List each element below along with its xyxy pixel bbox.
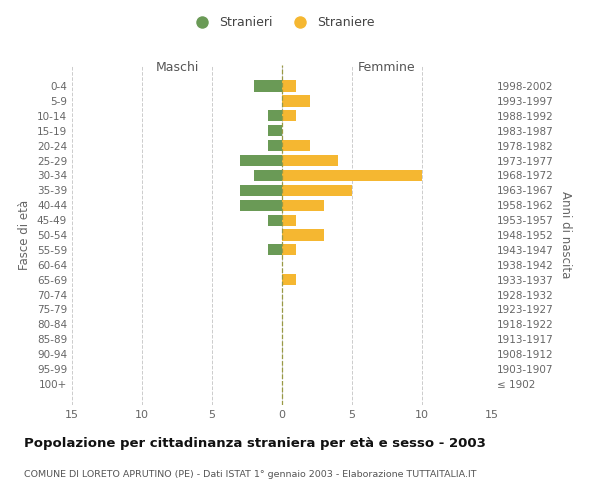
Bar — [282, 170, 422, 181]
Bar — [240, 155, 282, 166]
Text: COMUNE DI LORETO APRUTINO (PE) - Dati ISTAT 1° gennaio 2003 - Elaborazione TUTTA: COMUNE DI LORETO APRUTINO (PE) - Dati IS… — [24, 470, 476, 479]
Y-axis label: Fasce di età: Fasce di età — [19, 200, 31, 270]
Bar — [254, 80, 282, 92]
Bar — [282, 110, 296, 122]
Bar — [268, 214, 282, 226]
Bar — [268, 140, 282, 151]
Legend: Stranieri, Straniere: Stranieri, Straniere — [184, 11, 380, 34]
Bar — [282, 274, 296, 285]
Y-axis label: Anni di nascita: Anni di nascita — [559, 192, 572, 278]
Bar — [282, 140, 310, 151]
Text: Femmine: Femmine — [358, 61, 416, 74]
Bar — [240, 200, 282, 211]
Bar — [254, 170, 282, 181]
Bar — [282, 214, 296, 226]
Bar — [268, 125, 282, 136]
Bar — [282, 200, 324, 211]
Text: Popolazione per cittadinanza straniera per età e sesso - 2003: Popolazione per cittadinanza straniera p… — [24, 438, 486, 450]
Bar — [282, 80, 296, 92]
Bar — [282, 184, 352, 196]
Bar — [282, 230, 324, 240]
Bar — [240, 184, 282, 196]
Bar — [268, 244, 282, 256]
Text: Maschi: Maschi — [155, 61, 199, 74]
Bar — [268, 110, 282, 122]
Bar — [282, 96, 310, 106]
Bar — [282, 244, 296, 256]
Bar — [282, 155, 338, 166]
